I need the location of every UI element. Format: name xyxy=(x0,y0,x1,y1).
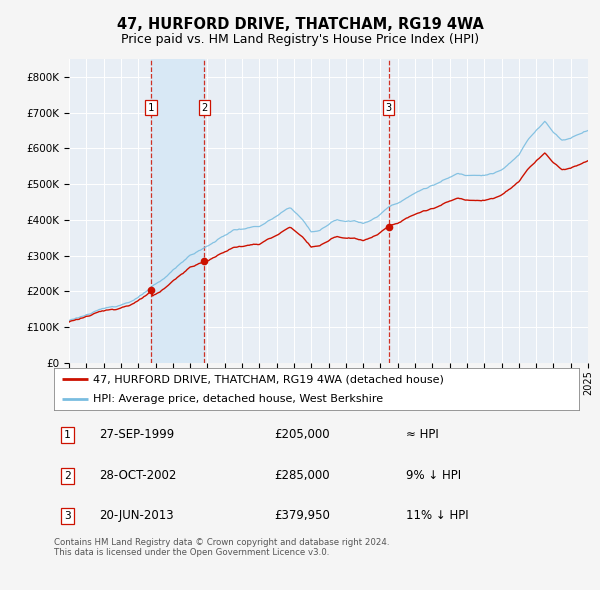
Text: 20-JUN-2013: 20-JUN-2013 xyxy=(98,509,173,522)
Text: £285,000: £285,000 xyxy=(275,470,330,483)
Text: 2: 2 xyxy=(64,471,71,481)
Text: HPI: Average price, detached house, West Berkshire: HPI: Average price, detached house, West… xyxy=(94,395,383,404)
Text: 27-SEP-1999: 27-SEP-1999 xyxy=(98,428,174,441)
Text: 47, HURFORD DRIVE, THATCHAM, RG19 4WA: 47, HURFORD DRIVE, THATCHAM, RG19 4WA xyxy=(116,17,484,31)
Text: 1: 1 xyxy=(64,430,71,440)
Text: Contains HM Land Registry data © Crown copyright and database right 2024.
This d: Contains HM Land Registry data © Crown c… xyxy=(54,538,389,558)
Text: 2: 2 xyxy=(202,103,208,113)
Text: £379,950: £379,950 xyxy=(275,509,331,522)
Text: 11% ↓ HPI: 11% ↓ HPI xyxy=(406,509,469,522)
Text: Price paid vs. HM Land Registry's House Price Index (HPI): Price paid vs. HM Land Registry's House … xyxy=(121,33,479,46)
Text: 1: 1 xyxy=(148,103,154,113)
Bar xyxy=(151,59,205,363)
Text: 28-OCT-2002: 28-OCT-2002 xyxy=(98,470,176,483)
Text: 47, HURFORD DRIVE, THATCHAM, RG19 4WA (detached house): 47, HURFORD DRIVE, THATCHAM, RG19 4WA (d… xyxy=(94,375,444,385)
Text: £205,000: £205,000 xyxy=(275,428,330,441)
Text: 3: 3 xyxy=(64,511,71,521)
Text: 3: 3 xyxy=(385,103,392,113)
Text: ≈ HPI: ≈ HPI xyxy=(406,428,439,441)
Text: 9% ↓ HPI: 9% ↓ HPI xyxy=(406,470,461,483)
